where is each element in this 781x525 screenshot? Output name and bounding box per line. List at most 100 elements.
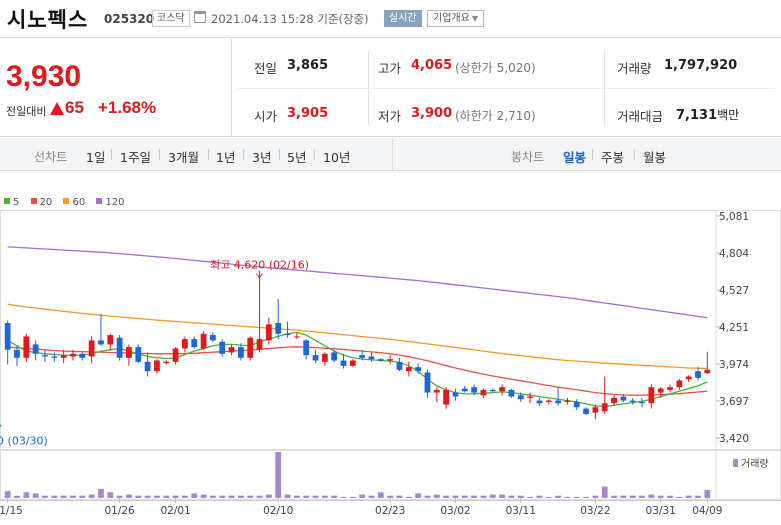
volume-bar bbox=[191, 493, 198, 498]
volume-bar bbox=[107, 492, 114, 498]
volume-bar bbox=[70, 495, 76, 498]
legend-ma20[interactable]: 20 bbox=[30, 197, 52, 208]
realtime-button[interactable]: 실시간 bbox=[384, 10, 422, 27]
candle bbox=[23, 336, 30, 358]
volume-bar bbox=[639, 495, 645, 498]
calendar-icon bbox=[194, 11, 206, 23]
candle bbox=[648, 387, 655, 404]
high-value: 4,065 bbox=[411, 58, 453, 73]
volume-bar bbox=[219, 495, 226, 498]
divider bbox=[392, 138, 393, 171]
candle bbox=[424, 372, 431, 393]
stock-code: 025320 bbox=[104, 12, 155, 26]
x-tick-label: 03/22 bbox=[580, 505, 610, 517]
volume-bar bbox=[154, 495, 160, 498]
candle bbox=[88, 340, 95, 357]
candle bbox=[79, 353, 86, 358]
volume-value: 1,797,920 bbox=[664, 58, 738, 73]
volume-bar bbox=[629, 495, 636, 498]
legend-ma5[interactable]: 5 bbox=[4, 197, 19, 208]
candle bbox=[191, 339, 198, 348]
candle bbox=[629, 400, 636, 402]
volume-bar bbox=[592, 495, 599, 498]
candle bbox=[508, 389, 515, 397]
low-value: 3,900 bbox=[411, 106, 453, 121]
candle bbox=[219, 341, 226, 354]
volume-bar bbox=[23, 492, 30, 498]
volume-bar bbox=[704, 489, 711, 498]
x-tick-label: 02/10 bbox=[263, 505, 293, 517]
volume-bar bbox=[210, 495, 216, 498]
y-tick-label: 5,081 bbox=[719, 211, 749, 223]
ma60-line bbox=[7, 303, 708, 370]
volume-bar bbox=[555, 495, 561, 498]
candle bbox=[667, 387, 673, 390]
candle bbox=[340, 360, 347, 366]
volume-bar bbox=[349, 496, 356, 498]
volume-bar bbox=[499, 494, 505, 498]
candle bbox=[247, 337, 254, 358]
candle bbox=[116, 337, 123, 358]
price-box: 3,930 전일대비 65 +1.68% bbox=[0, 39, 232, 137]
volume-bar bbox=[545, 496, 552, 498]
ma120-line bbox=[7, 246, 708, 319]
candle bbox=[583, 408, 589, 414]
volume-bar bbox=[144, 495, 151, 498]
candle bbox=[620, 396, 627, 401]
period-10y[interactable]: 10년 bbox=[323, 150, 351, 165]
y-tick-label: 3,697 bbox=[719, 396, 749, 408]
candle bbox=[256, 339, 263, 350]
upper-limit: (상한가 5,020) bbox=[455, 61, 536, 75]
ma5-line bbox=[7, 331, 708, 408]
legend-ma60[interactable]: 60 bbox=[63, 197, 85, 208]
candle-chart-label: 봉차트 bbox=[511, 150, 545, 164]
volume-legend-swatch bbox=[733, 459, 738, 467]
volume-bar bbox=[359, 494, 366, 498]
period-5y[interactable]: 5년 bbox=[287, 150, 307, 165]
x-tick-label: 03/31 bbox=[646, 505, 676, 517]
separator bbox=[634, 149, 635, 160]
candle bbox=[387, 359, 394, 361]
low-annotation: 최저 3,550 (03/30) bbox=[0, 435, 48, 448]
y-tick-label: 4,527 bbox=[719, 285, 749, 297]
volume-bar bbox=[657, 495, 664, 498]
y-tick-label: 4,251 bbox=[719, 322, 749, 334]
period-daily[interactable]: 일봉 bbox=[563, 150, 587, 165]
candle bbox=[527, 396, 533, 398]
volume-bar bbox=[573, 496, 580, 498]
period-3m[interactable]: 3개월 bbox=[168, 150, 199, 165]
candle bbox=[555, 400, 561, 404]
period-weekly[interactable]: 주봉 bbox=[601, 150, 625, 165]
volume-bar bbox=[443, 495, 450, 498]
period-1d[interactable]: 1일 bbox=[86, 150, 106, 165]
volume-bar bbox=[321, 495, 328, 498]
volume-bar bbox=[228, 495, 235, 498]
legend-ma120[interactable]: 120 bbox=[96, 197, 125, 208]
candle bbox=[489, 389, 496, 392]
separator bbox=[111, 149, 112, 160]
ma20-line bbox=[7, 346, 708, 396]
change-percent: +1.68% bbox=[98, 98, 157, 117]
volume-bar bbox=[284, 494, 291, 498]
candle bbox=[461, 388, 468, 392]
period-1y[interactable]: 1년 bbox=[216, 150, 236, 165]
volume-bar bbox=[200, 494, 207, 498]
volume-bar bbox=[51, 495, 58, 498]
volume-bar bbox=[256, 495, 263, 498]
candle bbox=[172, 348, 179, 362]
candle bbox=[32, 344, 39, 354]
candle bbox=[415, 367, 422, 372]
divider bbox=[238, 88, 775, 89]
candle bbox=[517, 395, 524, 400]
candle bbox=[312, 355, 319, 361]
candle bbox=[499, 387, 505, 392]
period-1w[interactable]: 1주일 bbox=[120, 150, 151, 165]
volume-bar bbox=[489, 494, 496, 498]
candle bbox=[359, 355, 366, 358]
x-tick-label: 02/01 bbox=[160, 505, 190, 517]
period-3y[interactable]: 3년 bbox=[252, 150, 272, 165]
company-overview-button[interactable]: 기업개요 ▼ bbox=[427, 10, 484, 27]
separator bbox=[592, 149, 593, 160]
period-monthly[interactable]: 월봉 bbox=[643, 150, 667, 165]
